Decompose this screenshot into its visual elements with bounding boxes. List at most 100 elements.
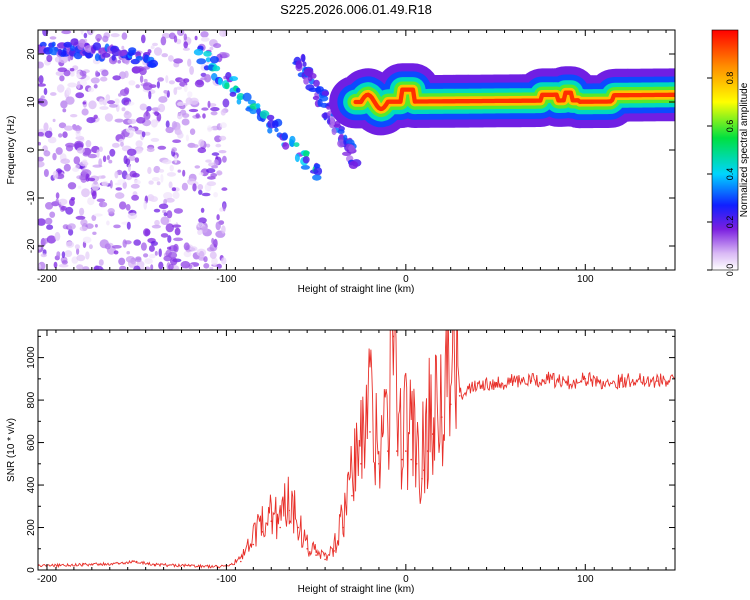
noise-blob bbox=[65, 145, 74, 152]
snr-point bbox=[153, 563, 156, 566]
noise-blob bbox=[203, 263, 210, 269]
noise-blob bbox=[165, 126, 174, 134]
noise-blob bbox=[59, 75, 65, 82]
noise-blob bbox=[102, 35, 109, 43]
noise-blob bbox=[118, 257, 126, 266]
trace-blob-2 bbox=[205, 57, 211, 63]
snr-point bbox=[315, 554, 317, 556]
noise-blob bbox=[124, 110, 130, 116]
noise-blob bbox=[38, 141, 41, 146]
noise-blob bbox=[107, 208, 115, 214]
noise-blob bbox=[143, 78, 148, 84]
trace-blob-3 bbox=[313, 79, 320, 87]
noise-blob bbox=[189, 65, 195, 75]
noise-blob bbox=[93, 213, 103, 217]
noise-blob bbox=[115, 192, 125, 199]
noise-blob bbox=[123, 155, 128, 165]
noise-blob bbox=[174, 154, 178, 164]
noise-blob bbox=[102, 99, 108, 106]
noise-blob bbox=[61, 251, 66, 259]
noise-blob bbox=[96, 198, 106, 203]
noise-blob bbox=[38, 131, 44, 137]
noise-blob bbox=[58, 133, 63, 138]
noise-blob bbox=[38, 61, 44, 69]
trace-blob-1 bbox=[101, 52, 111, 58]
noise-blob bbox=[209, 251, 217, 259]
noise-blob bbox=[135, 84, 140, 89]
noise-blob bbox=[60, 205, 67, 211]
noise-blob bbox=[61, 260, 68, 265]
noise-blob bbox=[38, 263, 42, 270]
noise-blob bbox=[152, 42, 158, 47]
snr-point bbox=[405, 450, 407, 452]
noise-blob bbox=[136, 117, 146, 124]
noise-blob bbox=[135, 129, 144, 135]
trace-blob-1 bbox=[63, 41, 73, 48]
spectrogram-y-axis-label: Frequency (Hz) bbox=[6, 116, 17, 185]
noise-blob bbox=[86, 117, 96, 124]
noise-blob bbox=[150, 45, 155, 50]
noise-blob bbox=[143, 111, 151, 121]
trace-blob-2 bbox=[193, 48, 204, 56]
snr-point bbox=[324, 558, 326, 561]
noise-blob bbox=[133, 239, 141, 246]
noise-blob bbox=[43, 169, 49, 177]
trace-blob-3 bbox=[337, 129, 345, 134]
noise-blob bbox=[143, 200, 147, 210]
trace-blob-2 bbox=[212, 65, 221, 72]
noise-blob bbox=[221, 257, 227, 265]
noise-blob bbox=[165, 75, 169, 84]
snr-frame bbox=[37, 329, 676, 571]
noise-blob bbox=[46, 54, 53, 63]
noise-blob bbox=[160, 173, 164, 183]
noise-blob bbox=[148, 180, 154, 185]
noise-blob bbox=[219, 207, 224, 212]
snr-point bbox=[387, 450, 389, 452]
noise-blob bbox=[83, 32, 88, 39]
snr-point bbox=[440, 416, 443, 418]
noise-blob bbox=[213, 192, 219, 198]
trace-blob-1 bbox=[147, 62, 157, 68]
noise-blob bbox=[65, 241, 75, 248]
noise-blob bbox=[130, 183, 140, 189]
trace-blob-2 bbox=[224, 82, 230, 90]
noise-blob bbox=[218, 150, 227, 154]
trace-blob-2 bbox=[259, 110, 270, 119]
trace-blob-3 bbox=[330, 118, 335, 126]
noise-blob bbox=[213, 159, 219, 167]
snr-point bbox=[449, 403, 452, 406]
noise-blob bbox=[122, 181, 127, 189]
noise-blob bbox=[195, 113, 200, 119]
carrier-band-5 bbox=[353, 87, 675, 112]
noise-blob bbox=[94, 224, 98, 228]
snr-point bbox=[360, 463, 362, 465]
noise-blob bbox=[107, 100, 115, 105]
trace-blob-2 bbox=[218, 77, 223, 86]
noise-blob bbox=[175, 86, 182, 90]
noise-blob bbox=[205, 143, 211, 148]
x-tick-label: 100 bbox=[577, 274, 594, 285]
noise-blob bbox=[127, 118, 137, 124]
snr-y-axis-label: SNR (10 * v/v) bbox=[6, 418, 17, 482]
snr-point bbox=[432, 433, 434, 435]
noise-blob bbox=[220, 109, 226, 116]
noise-blob bbox=[112, 75, 121, 81]
snr-point bbox=[423, 469, 425, 472]
noise-blob bbox=[114, 171, 119, 179]
y-tick-label: 1000 bbox=[26, 346, 37, 369]
noise-blob bbox=[182, 47, 190, 51]
snr-x-axis-label: Height of straight line (km) bbox=[298, 584, 415, 595]
noise-blob bbox=[44, 130, 53, 138]
snr-point bbox=[656, 380, 658, 382]
noise-blob bbox=[205, 159, 212, 163]
noise-blob bbox=[210, 173, 218, 178]
trace-blob-2 bbox=[203, 50, 212, 57]
noise-blob bbox=[187, 91, 193, 98]
noise-blob bbox=[219, 122, 227, 129]
noise-blob bbox=[151, 224, 161, 229]
noise-blob bbox=[143, 131, 151, 136]
noise-blob bbox=[156, 181, 161, 186]
noise-blob bbox=[222, 203, 226, 212]
noise-blob bbox=[126, 251, 130, 255]
